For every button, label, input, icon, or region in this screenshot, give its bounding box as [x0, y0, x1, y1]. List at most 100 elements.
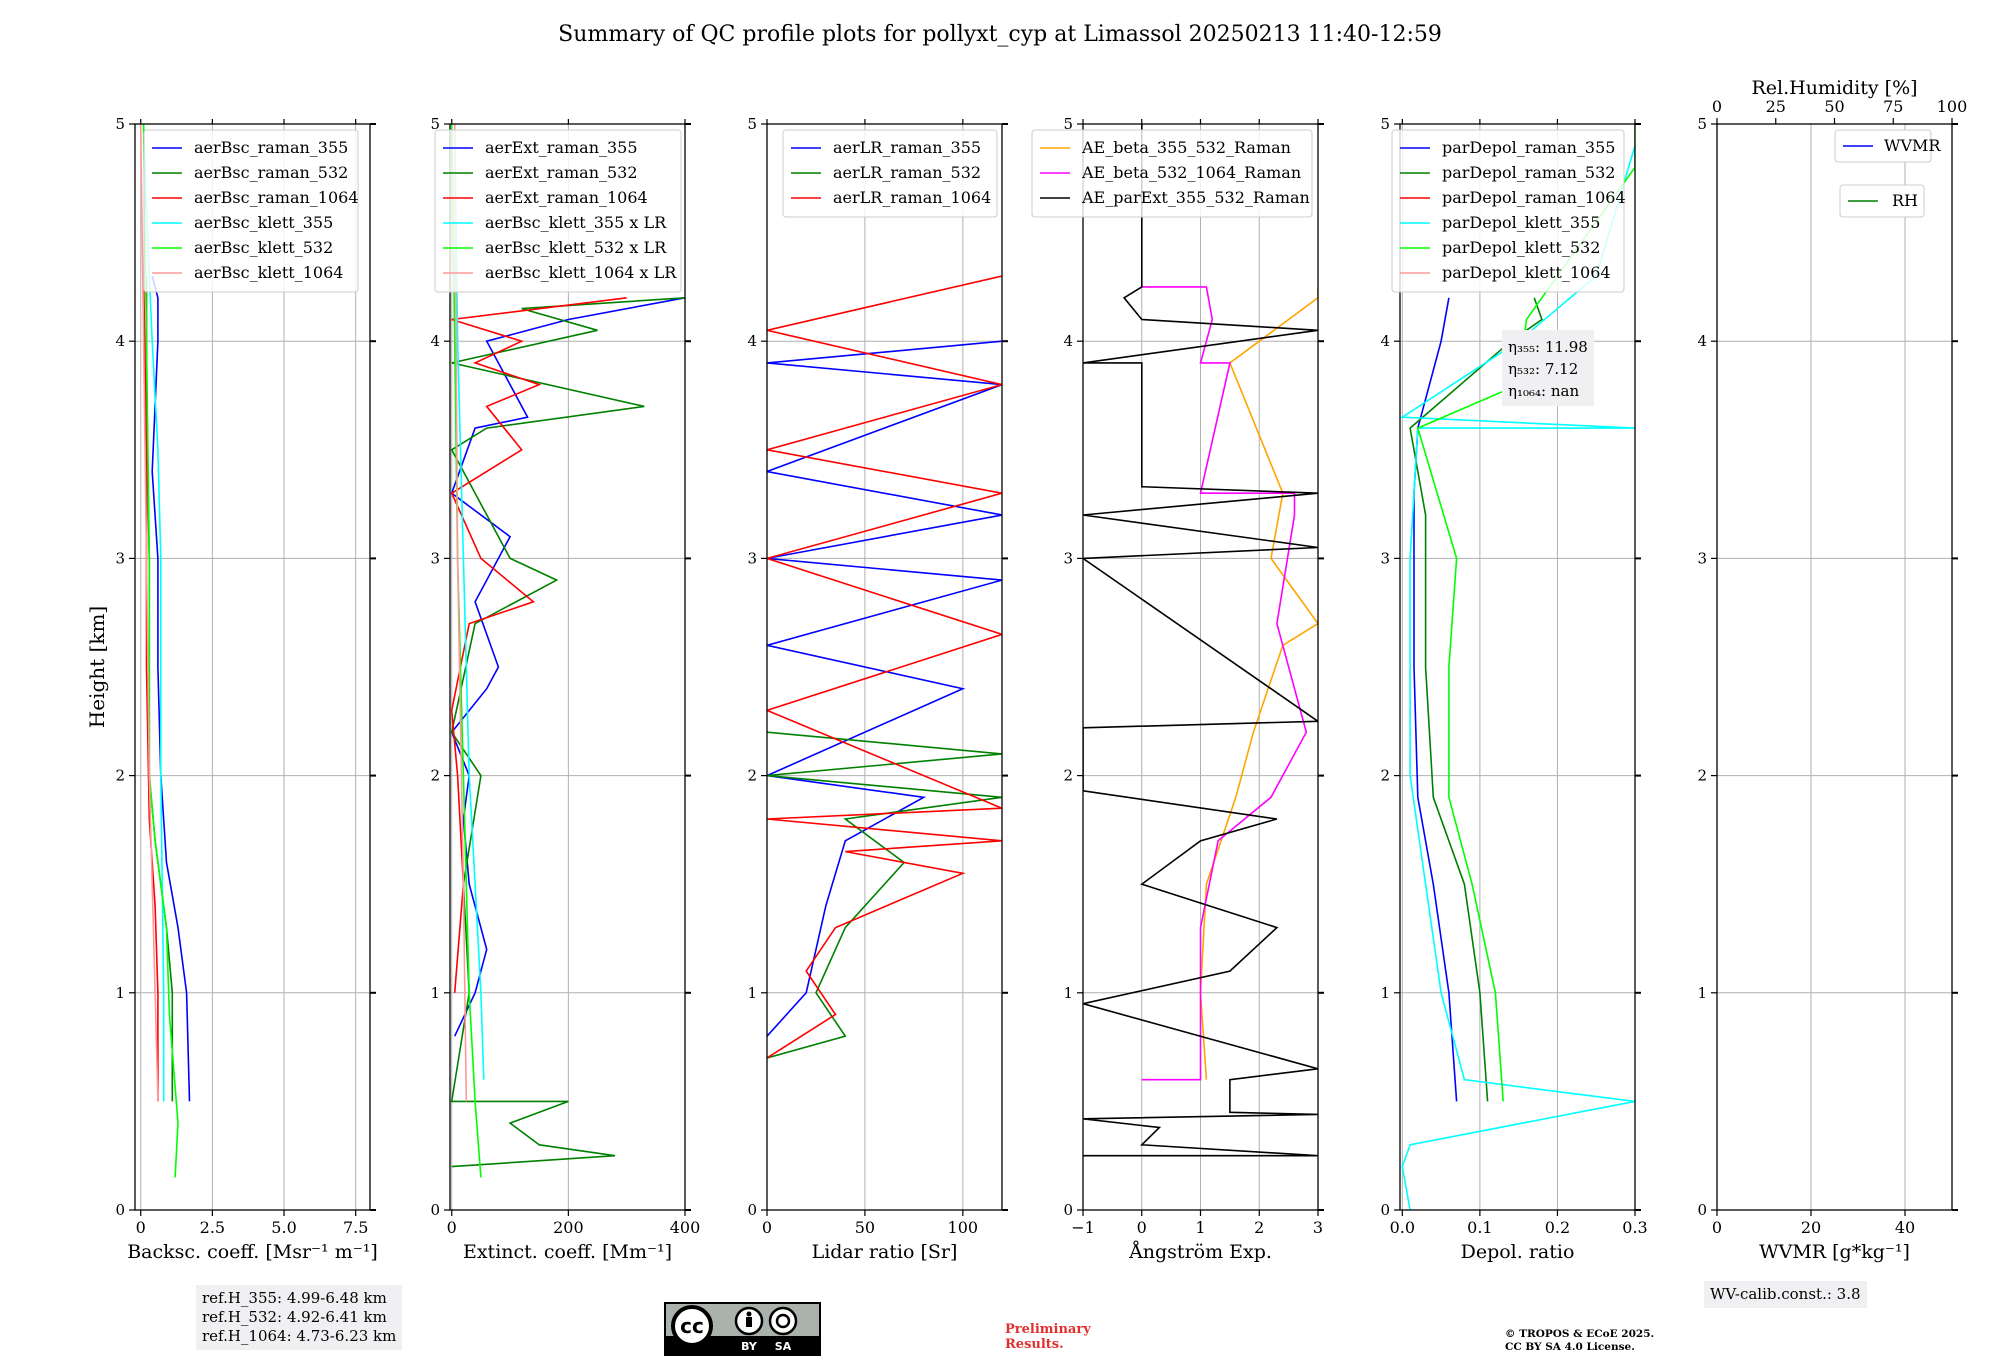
- y-tick-label: 1: [430, 984, 440, 1002]
- y-tick-label: 0: [747, 1201, 757, 1219]
- x-tick-label: 0: [762, 1218, 772, 1237]
- x-axis-label: Backsc. coeff. [Msr⁻¹ m⁻¹]: [127, 1241, 378, 1263]
- y-tick-label: 5: [1380, 115, 1390, 133]
- data-area: [450, 124, 685, 1178]
- legend-entry: aerBsc_klett_1064 x LR: [485, 263, 677, 282]
- legend-bsc: aerBsc_raman_355 aerBsc_raman_532 aerBsc_r…: [143, 129, 359, 293]
- axes-frame: [1399, 123, 1636, 1211]
- y-tick-label: 3: [430, 549, 440, 567]
- series-line-aerBsc_raman_1064: [142, 275, 159, 1102]
- legend-entry: aerBsc_raman_532: [194, 163, 348, 182]
- top-x-tick-label: 75: [1883, 97, 1903, 116]
- y-tick-label: 4: [1697, 332, 1707, 350]
- series-line-parDepol_klett_355: [1400, 145, 1635, 1210]
- legend-lr: aerLR_raman_355 aerLR_raman_532 aerLR_rama…: [782, 129, 998, 218]
- series-line-aerExt_raman_355: [450, 297, 685, 1037]
- y-tick-label: 5: [430, 115, 440, 133]
- copyright-note: © TROPOS & ECoE 2025. CC BY SA 4.0 Licen…: [1505, 1328, 1654, 1354]
- top-x-tick-label: 50: [1824, 97, 1844, 116]
- legend-entry: AE_beta_532_1064_Raman: [1081, 163, 1301, 182]
- series-line-aerLR_raman_1064: [767, 275, 1002, 1059]
- x-tick-label: 200: [553, 1218, 584, 1237]
- legend-wvmr: WVMR: [1834, 129, 1941, 163]
- legend-entry: AE_beta_355_532_Raman: [1081, 138, 1291, 157]
- preliminary-line-1: Preliminary: [1005, 1322, 1091, 1337]
- y-tick-label: 2: [430, 767, 440, 785]
- series-line-aerBsc_klett_532 x LR: [450, 124, 482, 1178]
- series-line-aerBsc_raman_355: [151, 275, 191, 1102]
- legend-entry: WVMR: [1884, 136, 1941, 155]
- legend-box: [1839, 184, 1925, 218]
- legend-ae: AE_beta_355_532_Raman AE_beta_532_1064_Ra…: [1031, 129, 1313, 218]
- y-tick-label: 2: [1380, 767, 1390, 785]
- y-tick-label: 5: [747, 115, 757, 133]
- y-tick-label: 4: [1063, 332, 1073, 350]
- legend-entry: aerBsc_raman_355: [194, 138, 348, 157]
- legend-box: [1391, 129, 1625, 293]
- copyright-line-2: CC BY SA 4.0 License.: [1505, 1341, 1635, 1353]
- x-tick-label: 2: [1254, 1218, 1264, 1237]
- copyright-line-1: © TROPOS & ECoE 2025.: [1505, 1328, 1655, 1340]
- cc-logo-text: cc: [680, 1314, 704, 1338]
- legend-entry: aerBsc_klett_1064: [194, 263, 343, 282]
- series-line-aerBsc_klett_1064 x LR: [453, 124, 468, 1102]
- legend-box: [782, 129, 998, 218]
- series-line-aerLR_raman_355: [767, 340, 1002, 1037]
- x-tick-label: 400: [670, 1218, 701, 1237]
- legend-entry: RH: [1892, 191, 1918, 210]
- ref-heights-box: ref.H_355: 4.99-6.48 km ref.H_532: 4.92-…: [196, 1285, 403, 1350]
- legend-entry: parDepol_klett_1064: [1442, 263, 1611, 282]
- x-axis-label: Depol. ratio: [1461, 1241, 1575, 1263]
- panel-bsc: 0 2.5 5.0 7.5 0 1 2 3 4 5 Backsc. coeff. [Msr⁻¹ m⁻…: [115, 115, 377, 1263]
- x-axis-label: Extinct. coeff. [Mm⁻¹]: [463, 1241, 672, 1263]
- y-tick-label: 1: [115, 984, 125, 1002]
- y-tick-label: 3: [747, 549, 757, 567]
- legend-entry: aerLR_raman_532: [833, 163, 981, 182]
- series-line-aerExt_raman_1064: [450, 297, 627, 993]
- x-tick-label: 0: [1137, 1218, 1147, 1237]
- y-tick-label: 4: [1380, 332, 1390, 350]
- axes-frame: [449, 123, 686, 1211]
- ref-height-1064: ref.H_1064: 4.73-6.23 km: [202, 1327, 397, 1345]
- y-axis-label: Height [km]: [85, 606, 109, 728]
- axes-frame: [766, 123, 1003, 1211]
- y-tick-label: 0: [1697, 1201, 1707, 1219]
- top-x-axis-label: Rel.Humidity [%]: [1751, 77, 1917, 99]
- y-tick-label: 5: [1697, 115, 1707, 133]
- legend-entry: aerBsc_klett_532: [194, 238, 333, 257]
- panel-lr: 0 50 100 0 1 2 3 4 5 Lidar ratio [Sr] aerLR_raman_…: [747, 115, 1008, 1263]
- x-tick-label: −1: [1071, 1218, 1095, 1237]
- legend-entry: aerExt_raman_355: [485, 138, 638, 157]
- series-line-AE_beta_532_1064_Raman: [1141, 286, 1308, 1081]
- y-tick-label: 2: [1697, 767, 1707, 785]
- x-tick-label: 40: [1895, 1218, 1915, 1237]
- panel-wv: 0 20 40 0 1 2 3 4 5 WVMR [g*kg⁻¹] 0 25 50 75 100 Rel.Hu…: [1697, 77, 1967, 1263]
- figure-title: Summary of QC profile plots for pollyxt_…: [558, 22, 1442, 47]
- legend-box: [1031, 129, 1313, 218]
- legend-rh: RH: [1839, 184, 1925, 218]
- y-tick-label: 1: [747, 984, 757, 1002]
- annotation-box: [1502, 330, 1594, 406]
- y-tick-label: 0: [115, 1201, 125, 1219]
- eta-annotation: η₃₅₅: 11.98 η₅₃₂: 7.12 η₁₀₆₄: nan: [1502, 330, 1594, 406]
- x-axis-label: Lidar ratio [Sr]: [812, 1241, 958, 1263]
- legend-entry: parDepol_klett_355: [1442, 213, 1600, 232]
- y-tick-label: 1: [1697, 984, 1707, 1002]
- x-tick-label: 1: [1195, 1218, 1205, 1237]
- annotation-line: η₅₃₂: 7.12: [1508, 360, 1578, 378]
- x-tick-label: 0: [136, 1218, 146, 1237]
- y-tick-label: 0: [430, 1201, 440, 1219]
- top-x-tick-label: 25: [1766, 97, 1786, 116]
- cc-license-badge: cc BY SA: [664, 1302, 821, 1356]
- y-tick-label: 3: [115, 549, 125, 567]
- y-tick-label: 1: [1380, 984, 1390, 1002]
- panel-ext: 0 200 400 0 1 2 3 4 5 Extinct. coeff. [Mm⁻¹] aerEx…: [430, 115, 700, 1263]
- series-line-AE_beta_355_532_Raman: [1199, 286, 1318, 1080]
- series-line-AE_parExt_355_532_Raman: [1083, 124, 1318, 1157]
- top-x-tick-label: 100: [1937, 97, 1968, 116]
- y-tick-label: 3: [1063, 549, 1073, 567]
- y-tick-label: 2: [747, 767, 757, 785]
- x-tick-label: 0.3: [1622, 1218, 1647, 1237]
